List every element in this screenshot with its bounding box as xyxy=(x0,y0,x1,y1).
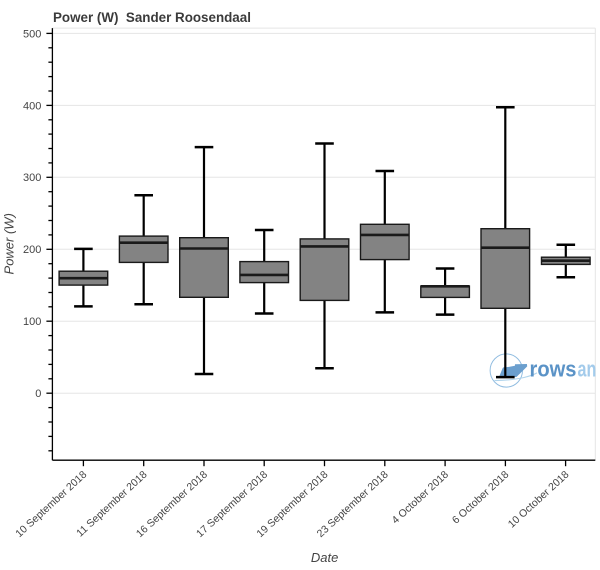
svg-text:100: 100 xyxy=(23,316,41,328)
svg-text:500: 500 xyxy=(23,28,41,40)
svg-text:Power (W): Power (W) xyxy=(1,213,16,274)
svg-text:Power (W) Sander Roosendaal: Power (W) Sander Roosendaal xyxy=(53,10,251,25)
svg-text:200: 200 xyxy=(23,244,41,256)
svg-text:400: 400 xyxy=(23,100,41,112)
svg-text:an: an xyxy=(578,356,597,381)
svg-text:rows: rows xyxy=(530,356,577,381)
svg-text:300: 300 xyxy=(23,172,41,184)
svg-text:0: 0 xyxy=(35,388,41,400)
svg-text:Date: Date xyxy=(311,550,338,565)
